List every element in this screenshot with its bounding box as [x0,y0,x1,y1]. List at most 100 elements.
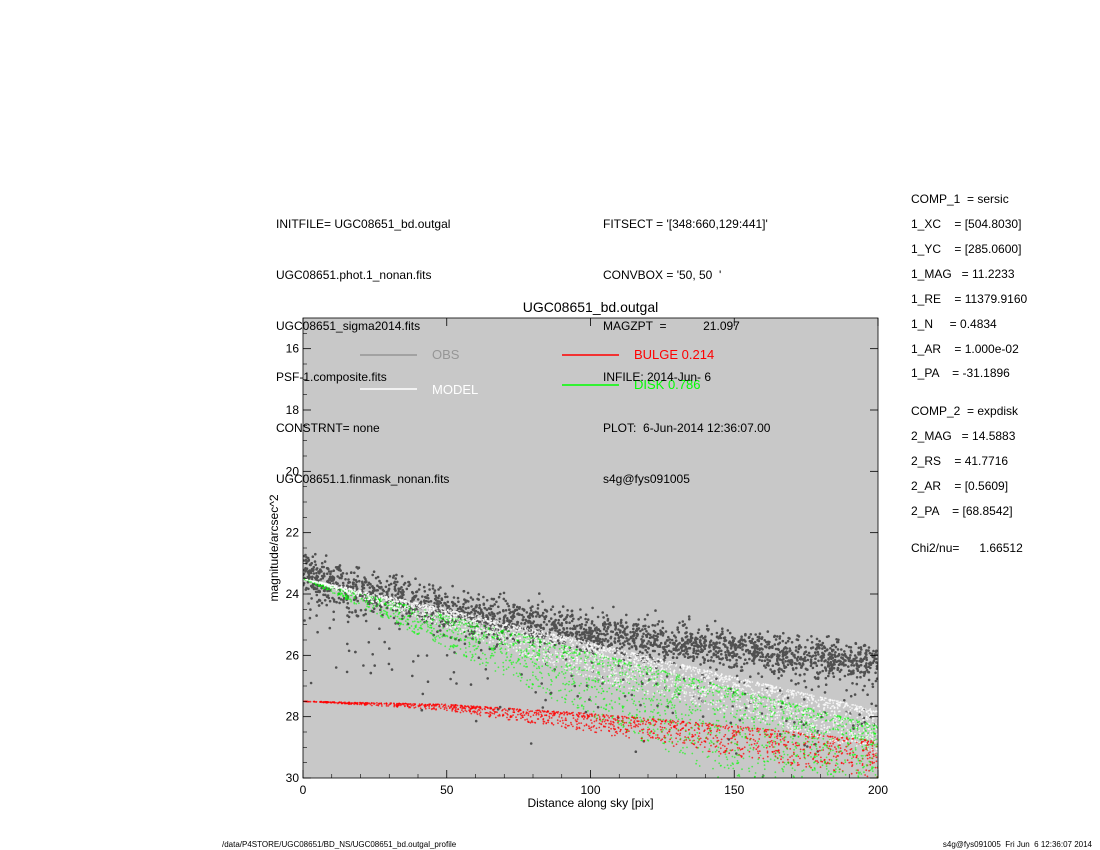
obs-point [871,685,875,689]
obs-point [573,627,577,631]
obs-point [419,600,423,604]
disk-point [864,744,867,747]
obs-point [542,620,546,624]
bulge-point [473,710,475,712]
disk-point [668,721,671,724]
disk-point [420,624,422,627]
disk-point [873,744,876,746]
bulge-point [551,722,553,725]
disk-point [633,689,636,692]
bulge-point [486,712,489,714]
disk-point [667,750,670,753]
disk-point [467,636,469,639]
disk-point [641,729,644,732]
obs-point [473,609,477,613]
bulge-point [420,704,423,706]
obs-point [745,649,748,652]
obs-point [451,604,455,607]
bulge-point [766,751,769,754]
obs-point [629,630,632,634]
bulge-point [580,722,583,724]
obs-point [844,659,847,662]
obs-point [687,615,691,618]
bulge-point [810,766,812,769]
obs-point [773,634,777,638]
obs-point [502,609,505,613]
obs-point [797,682,800,685]
bulge-point [817,753,820,756]
obs-point [477,598,481,601]
bulge-point [816,760,819,762]
obs-point [347,615,351,619]
bulge-point [725,747,728,750]
obs-point [491,604,495,608]
bulge-point [493,712,496,715]
bulge-point [554,712,556,715]
obs-point [314,552,317,556]
bulge-point [852,756,855,758]
disk-point [600,692,603,695]
obs-point [495,600,498,604]
obs-point [337,596,341,600]
obs-point [516,623,519,626]
disk-point [748,744,751,746]
obs-point [815,646,819,649]
obs-point [463,642,467,646]
disk-point [505,651,508,654]
obs-point [817,685,820,688]
bulge-point [870,741,872,744]
disk-point [444,645,447,648]
bulge-point [542,722,545,725]
bulge-point [593,720,596,723]
obs-point [333,600,336,603]
obs-point [477,620,481,624]
obs-point [426,594,430,597]
obs-point [734,643,737,646]
obs-point [338,564,342,567]
obs-point [364,580,368,584]
disk-point [523,665,525,667]
obs-point [727,651,730,654]
bulge-point [547,721,550,724]
disk-point [858,762,861,765]
bulge-point [738,747,741,750]
obs-point [751,637,754,641]
bulge-point [560,717,563,719]
disk-point [712,699,714,702]
bulge-point [576,720,578,723]
obs-point [345,670,349,674]
bulge-point [479,707,482,709]
disk-point [684,752,686,755]
obs-point [407,584,411,587]
disk-point [610,668,613,671]
disk-point [469,637,472,639]
obs-point [452,596,456,599]
bulge-point [435,708,437,710]
disk-point [680,749,682,752]
obs-point [558,628,561,632]
obs-point [588,628,592,632]
bulge-point [749,730,752,732]
bulge-point [494,711,496,714]
obs-point [620,645,624,649]
bulge-point [564,717,567,720]
obs-point [718,657,721,660]
bulge-point [750,743,753,746]
bulge-point [613,728,616,731]
disk-point [653,709,655,711]
bulge-point [714,746,717,748]
disk-point [657,669,660,672]
obs-point [315,614,318,617]
obs-point [471,598,475,601]
bulge-point [533,712,536,714]
bulge-point [770,735,773,737]
obs-point [349,585,352,588]
bulge-point [718,724,720,727]
obs-point [407,580,411,584]
obs-point [875,667,878,670]
obs-point [692,657,696,661]
obs-point [400,592,404,595]
disk-point [667,707,669,709]
obs-point [772,672,776,675]
disk-point [587,684,590,687]
